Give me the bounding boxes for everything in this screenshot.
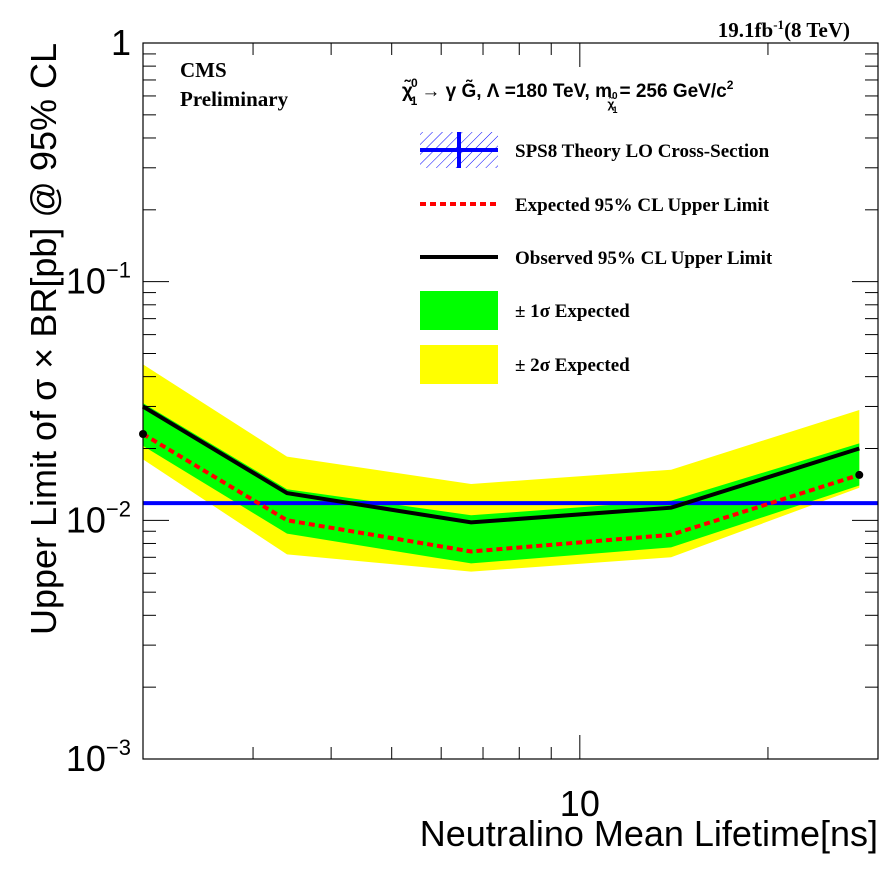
legend-entry-band1: ± 1σ Expected (420, 291, 630, 330)
cms-label: CMS (180, 58, 227, 82)
legend-band1-label: ± 1σ Expected (515, 301, 630, 322)
x-tick-label: 10 (560, 783, 600, 824)
y-tick-label: 10−3 (66, 735, 131, 779)
legend-band2-swatch (420, 345, 498, 384)
legend-band2-label: ± 2σ Expected (515, 355, 630, 376)
legend-expected-label: Expected 95% CL Upper Limit (515, 195, 770, 216)
legend: SPS8 Theory LO Cross-Section Expected 95… (420, 132, 773, 384)
expected-point (855, 470, 864, 479)
legend-theory-label: SPS8 Theory LO Cross-Section (515, 141, 770, 162)
preliminary-label: Preliminary (180, 87, 289, 111)
x-axis-title: Neutralino Mean Lifetime[ns] (420, 813, 878, 854)
axis-ticks (142, 42, 879, 760)
y-tick-label: 10−1 (66, 258, 131, 302)
limit-curves (139, 404, 878, 554)
legend-entry-theory: SPS8 Theory LO Cross-Section (420, 132, 770, 168)
legend-entry-expected: Expected 95% CL Upper Limit (420, 195, 770, 216)
process-label: χ̃0 1 → γ G̃, Λ =180 TeV, m0 χ̃1= 256 GeV/c… (402, 76, 734, 115)
y-tick-label: 1 (111, 22, 131, 63)
expected-line (141, 432, 860, 554)
observed-line (141, 404, 860, 525)
legend-band1-swatch (420, 291, 498, 330)
y-tick-label: 10−2 (66, 496, 131, 540)
legend-entry-observed: Observed 95% CL Upper Limit (420, 248, 773, 269)
band-1sigma (143, 403, 860, 564)
y-axis-title: Upper Limit of σ × BR[pb] @ 95% CL (23, 43, 64, 635)
legend-entry-band2: ± 2σ Expected (420, 345, 630, 384)
legend-observed-label: Observed 95% CL Upper Limit (515, 248, 773, 269)
lumi-label: 19.1fb-1(8 TeV) (718, 17, 850, 42)
plot-frame (142, 42, 879, 760)
expected-bands (143, 364, 860, 572)
tick-labels: 10−3 10−2 10−1 1 10 (66, 22, 600, 824)
